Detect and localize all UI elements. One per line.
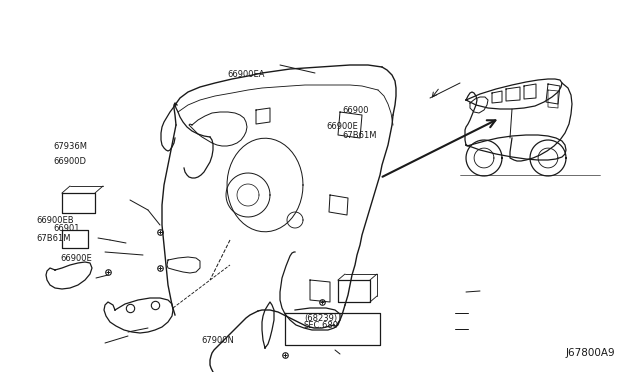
Text: J67800A9: J67800A9 bbox=[565, 348, 615, 358]
Text: 67B61M: 67B61M bbox=[342, 131, 377, 140]
Text: 67B61M: 67B61M bbox=[36, 234, 71, 243]
Text: 66900EB: 66900EB bbox=[36, 216, 74, 225]
Text: 66900E: 66900E bbox=[326, 122, 358, 131]
Text: 66900D: 66900D bbox=[53, 157, 86, 166]
Text: SEC.680: SEC.680 bbox=[304, 321, 339, 330]
Text: 66901: 66901 bbox=[53, 224, 79, 233]
Text: 67900N: 67900N bbox=[202, 336, 234, 345]
Text: (68239): (68239) bbox=[304, 314, 337, 323]
Text: 66900E: 66900E bbox=[61, 254, 93, 263]
Text: 66900EA: 66900EA bbox=[227, 70, 265, 79]
Text: 67936M: 67936M bbox=[53, 142, 87, 151]
Text: 66900: 66900 bbox=[342, 106, 369, 115]
